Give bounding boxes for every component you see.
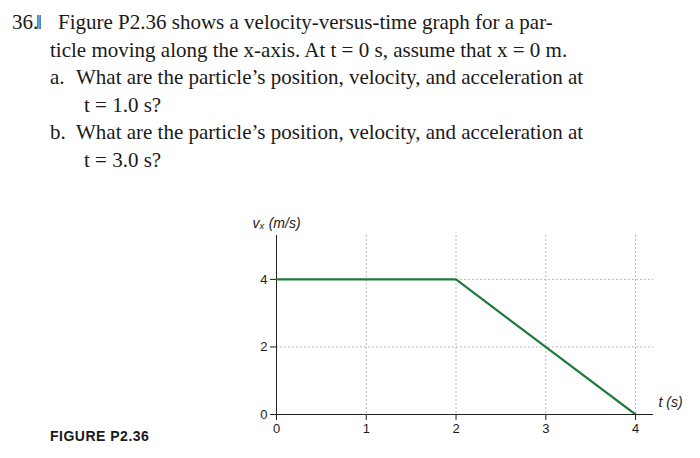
html-text:t = 3.0 s?: t = 3.0 s? [84, 148, 162, 172]
svg-text:0: 0 [260, 407, 267, 422]
html-text:a.: a. [50, 65, 65, 89]
svg-text:2: 2 [452, 421, 459, 436]
html-text:Figure P2.36 shows a velocity-: Figure P2.36 shows a velocity-versus-tim… [58, 10, 553, 34]
html-text:What are the particle’s positi: What are the particle’s position, veloci… [76, 65, 584, 89]
html-text:FIGURE P2.36: FIGURE P2.36 [50, 428, 150, 444]
svg-text:4: 4 [632, 421, 639, 436]
svg-text:vₓ (m/s): vₓ (m/s) [252, 215, 300, 231]
svg-text:1: 1 [363, 421, 370, 436]
html-text:t = 1.0 s?: t = 1.0 s? [84, 93, 162, 117]
svg-text:0: 0 [273, 421, 280, 436]
html-text:36.: 36. [12, 10, 39, 34]
svg-text:4: 4 [260, 272, 267, 287]
svg-text:3: 3 [542, 421, 549, 436]
html-text:b.: b. [50, 120, 66, 144]
svg-text:t (s): t (s) [659, 394, 683, 410]
html-text:What are the particle’s positi: What are the particle’s position, veloci… [76, 120, 584, 144]
svg-text:2: 2 [260, 339, 267, 354]
html-text:ticle moving along the x-axis.: ticle moving along the x-axis. At t = 0 … [50, 38, 568, 62]
